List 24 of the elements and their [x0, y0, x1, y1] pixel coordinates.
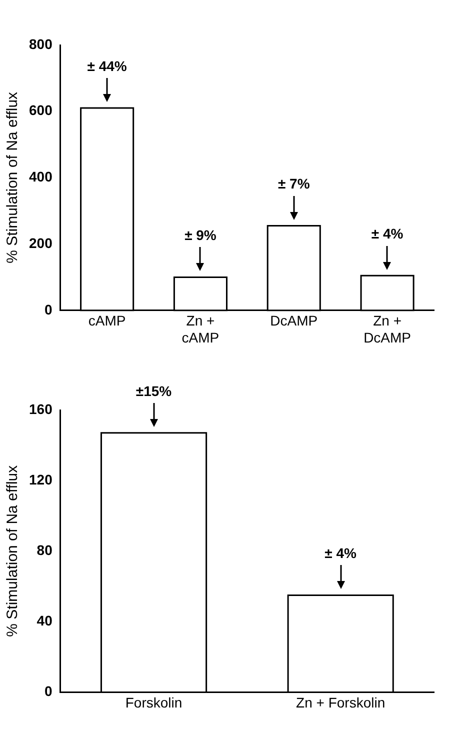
- y-tick-label: 0: [44, 301, 53, 318]
- annotation: ± 44%: [87, 58, 128, 74]
- y-tick-label: 400: [29, 168, 53, 185]
- x-tick-label: Zn + cAMP: [182, 312, 220, 346]
- annotation: ± 4%: [324, 545, 358, 562]
- x-tick-label: DcAMP: [270, 312, 318, 329]
- y-tick-label: 600: [29, 102, 53, 118]
- y-tick-label: 40: [36, 612, 53, 629]
- text: ±15%: [136, 382, 172, 399]
- y-axis-title: % Stimulation of Na efflux: [4, 464, 22, 637]
- y-tick-label: 0: [44, 683, 53, 700]
- y-tick-label: 160: [29, 400, 53, 417]
- y-tick-label: 80: [36, 542, 53, 558]
- y-tick-label: 120: [29, 471, 53, 488]
- y-axis-title: % Stimulation of Na efflux: [4, 91, 22, 264]
- y-tick-label: 200: [29, 234, 53, 251]
- x-tick-label: cAMP: [88, 312, 126, 329]
- y-tick-label: 800: [29, 36, 53, 52]
- x-tick-label: Zn + DcAMP: [364, 312, 412, 346]
- x-tick-label: Zn + Forskolin: [296, 694, 386, 710]
- x-tick-label: Forskolin: [125, 694, 182, 710]
- annotation: ± 4%: [371, 225, 404, 242]
- annotation: ± 7%: [278, 176, 310, 192]
- annotation: ± 9%: [184, 227, 217, 244]
